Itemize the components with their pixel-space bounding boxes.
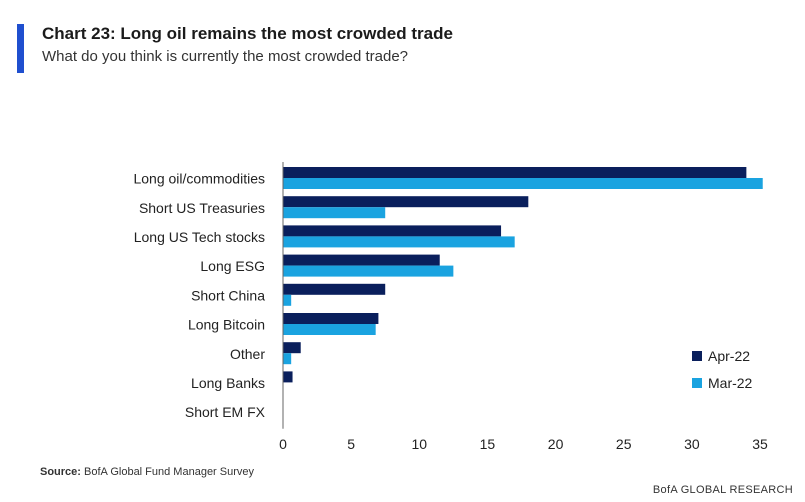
- bar-mar-22: [283, 236, 515, 248]
- legend-swatch: [692, 351, 702, 361]
- bar-mar-22: [283, 265, 454, 277]
- bar-apr-22: [283, 313, 379, 324]
- bar-mar-22: [283, 178, 763, 189]
- category-label: Short EM FX: [185, 404, 266, 420]
- bar-apr-22: [283, 254, 440, 266]
- source-text: BofA Global Fund Manager Survey: [84, 466, 255, 478]
- bar-apr-22: [283, 167, 747, 178]
- category-label: Long Bitcoin: [188, 317, 265, 333]
- x-axis-ticks: 0 5 10 15 20 25 30 35: [279, 436, 768, 452]
- x-tick-label: 0: [279, 436, 287, 452]
- x-tick-label: 15: [480, 436, 496, 452]
- title-accent-bar: [17, 24, 24, 73]
- category-label: Long oil/commodities: [133, 171, 265, 187]
- bar-apr-22: [283, 371, 293, 383]
- category-labels: Long oil/commodities Short US Treasuries L…: [133, 171, 265, 421]
- category-label: Long ESG: [200, 258, 265, 274]
- category-label: Other: [230, 346, 265, 362]
- chart-subtitle: What do you think is currently the most …: [42, 48, 409, 65]
- x-tick-label: 5: [347, 436, 355, 452]
- bar-mar-22: [283, 294, 292, 306]
- bar-mar-22: [283, 353, 292, 365]
- bars-layer: [283, 167, 763, 383]
- legend-label: Apr-22: [708, 348, 750, 364]
- chart-title: Chart 23: Long oil remains the most crow…: [42, 24, 453, 43]
- x-tick-label: 35: [752, 436, 768, 452]
- legend-label: Mar-22: [708, 375, 753, 391]
- bar-apr-22: [283, 342, 301, 354]
- bar-apr-22: [283, 225, 502, 237]
- x-tick-label: 20: [548, 436, 564, 452]
- source-note: Source: BofA Global Fund Manager Survey: [40, 466, 254, 478]
- category-label: Long US Tech stocks: [134, 229, 265, 245]
- bar-apr-22: [283, 283, 386, 295]
- legend: Apr-22 Mar-22: [692, 348, 753, 391]
- category-label: Short China: [191, 287, 265, 303]
- bar-mar-22: [283, 207, 386, 219]
- category-label: Short US Treasuries: [139, 200, 265, 216]
- category-label: Long Banks: [191, 375, 265, 391]
- bar-mar-22: [283, 324, 376, 335]
- legend-swatch: [692, 378, 702, 388]
- x-tick-label: 30: [684, 436, 700, 452]
- x-tick-label: 10: [411, 436, 427, 452]
- bar-apr-22: [283, 196, 529, 208]
- brand-footer: BofA GLOBAL RESEARCH: [652, 484, 793, 496]
- source-label: Source:: [40, 466, 81, 478]
- x-tick-label: 25: [616, 436, 632, 452]
